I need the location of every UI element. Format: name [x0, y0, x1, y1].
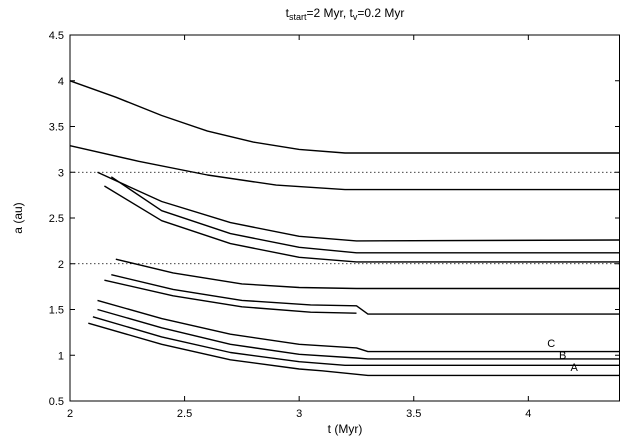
series-line: [110, 176, 620, 254]
x-tick-label: 2.5: [177, 408, 192, 420]
series-line: [104, 185, 620, 263]
series-line: [97, 308, 620, 360]
series-line: [97, 171, 620, 242]
y-tick-label: 1: [58, 350, 64, 362]
series-line: [111, 274, 620, 315]
title-start-subscript: start: [289, 12, 307, 22]
title-v-subscript: v: [353, 12, 358, 22]
y-tick-label: 1.5: [49, 305, 64, 317]
x-tick-label: 4: [525, 408, 531, 420]
series-line: [69, 145, 620, 191]
y-tick-label: 4.5: [49, 30, 64, 42]
series-line: [104, 279, 357, 314]
x-axis-label: t (Myr): [328, 422, 363, 436]
series-line: [97, 299, 620, 353]
y-axis-label: a (au): [11, 202, 25, 233]
series-line: [115, 258, 620, 290]
annotation-label: C: [547, 338, 555, 350]
annotation-label: A: [570, 362, 578, 374]
x-tick-label: 3: [296, 408, 302, 420]
plot-area: 0.5 1 1.5 2 2.5 3 3.5 4 4.5 2 2.5 3 3.5 4 CBA: [49, 30, 620, 420]
y-tick-label: 3: [58, 167, 64, 179]
y-tick-label: 3.5: [49, 122, 64, 134]
x-tick-label: 3.5: [406, 408, 421, 420]
title-part-1: =2 Myr, t: [306, 6, 353, 20]
x-tick-label: 2: [67, 408, 73, 420]
annotation-label: B: [559, 350, 566, 362]
y-tick-label: 0.5: [49, 396, 64, 408]
y-tick-label: 2: [58, 259, 64, 271]
title-t: t: [286, 6, 290, 20]
y-tick-label: 4: [58, 76, 64, 88]
plot-frame: [69, 34, 620, 402]
title-part-2: =0.2 Myr: [357, 6, 404, 20]
series-line: [88, 322, 620, 377]
y-tick-label: 2.5: [49, 213, 64, 225]
chart-title: tstart=2 Myr, tv=0.2 Myr: [286, 6, 405, 22]
series-line: [92, 316, 620, 366]
series-line: [69, 80, 620, 154]
